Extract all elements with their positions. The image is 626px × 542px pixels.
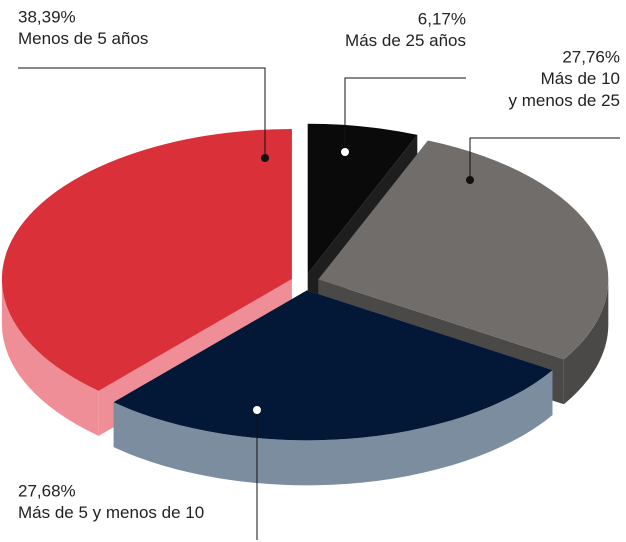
- slice-wall: [113, 370, 553, 486]
- category-label: Más de 25 años: [345, 31, 466, 50]
- value-label: 38,39%: [18, 7, 76, 26]
- value-label: 27,76%: [562, 47, 620, 66]
- slice: [1, 129, 292, 391]
- leader-line: [18, 67, 266, 158]
- category-label: Menos de 5 años: [18, 29, 148, 48]
- slice: [307, 123, 418, 274]
- slice: [318, 140, 609, 360]
- value-label: 6,17%: [418, 9, 466, 28]
- category-label: Más de 10 y menos de 25: [508, 69, 620, 110]
- value-label: 27,68%: [18, 481, 76, 500]
- leader-dot: [466, 176, 474, 184]
- category-label: Más de 5 y menos de 10: [18, 503, 204, 522]
- leader-line: [344, 77, 466, 152]
- leader-line: [469, 137, 620, 180]
- slice: [113, 290, 553, 441]
- slice-wall: [563, 279, 609, 405]
- leader-dot: [341, 148, 349, 156]
- leader-dot: [253, 406, 261, 414]
- leader-dot: [261, 154, 269, 162]
- slice-wall: [1, 279, 99, 436]
